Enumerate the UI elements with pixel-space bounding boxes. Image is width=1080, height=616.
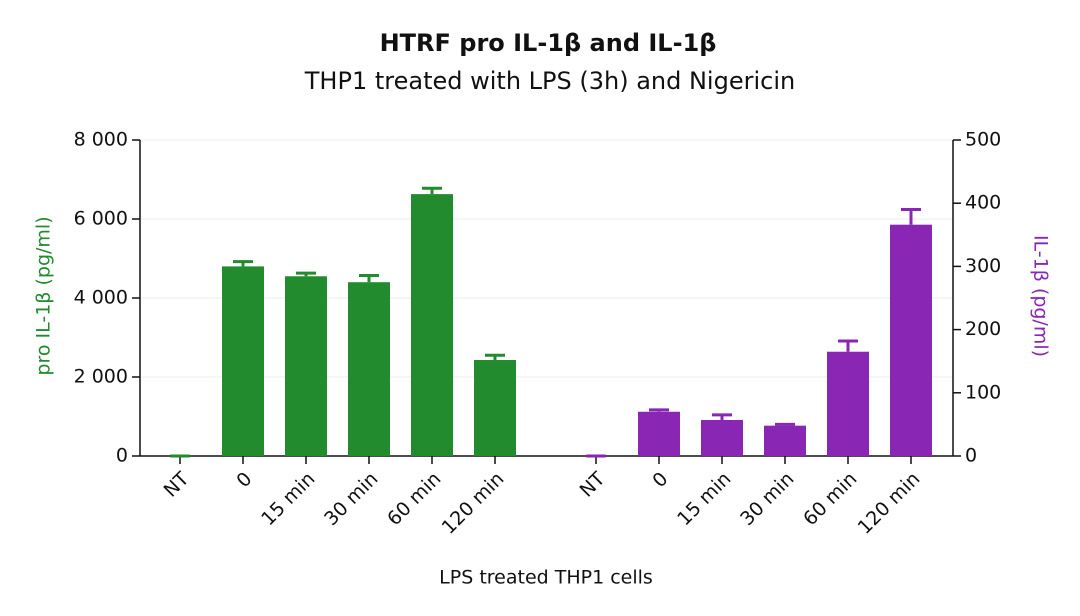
y2-axis-title: IL-1β (pg/ml) xyxy=(1030,235,1052,357)
x-tick-label: 0 xyxy=(648,468,672,492)
error-bar xyxy=(712,413,732,420)
bar xyxy=(764,425,806,456)
bar xyxy=(474,360,516,456)
x-tick-label: 15 min xyxy=(257,468,319,530)
error-bar xyxy=(422,186,442,195)
chart-subtitle: THP1 treated with LPS (3h) and Nigericin xyxy=(304,67,795,95)
x-tick-label: 0 xyxy=(232,468,256,492)
error-bar xyxy=(359,273,379,283)
x-tick-label: 60 min xyxy=(383,468,445,530)
bar xyxy=(222,266,264,456)
x-tick-label: 120 min xyxy=(438,468,509,539)
x-tick-label: NT xyxy=(160,468,194,502)
bar xyxy=(701,419,743,456)
y2-tick-label: 500 xyxy=(965,129,1001,151)
bar xyxy=(827,351,869,456)
y2-tick-label: 0 xyxy=(965,445,977,467)
chart-title: HTRF pro IL-1β and IL-1β xyxy=(380,29,717,57)
bar xyxy=(638,411,680,456)
y-tick-label: 6 000 xyxy=(74,208,128,230)
x-tick-label: NT xyxy=(576,468,610,502)
x-tick-label: 30 min xyxy=(736,468,798,530)
bar xyxy=(890,224,932,456)
x-tick-label: 120 min xyxy=(854,468,925,539)
x-tick-label: 15 min xyxy=(673,468,735,530)
bar xyxy=(348,282,390,456)
error-bar xyxy=(296,271,316,277)
error-bar xyxy=(233,260,253,267)
bar xyxy=(285,276,327,456)
error-bar xyxy=(901,208,921,225)
x-tick-label: 30 min xyxy=(320,468,382,530)
x-tick-label: 60 min xyxy=(799,468,861,530)
y2-tick-label: 300 xyxy=(965,255,1001,277)
y-axis-title: pro IL-1β (pg/ml) xyxy=(33,216,55,375)
y-tick-label: 4 000 xyxy=(74,287,128,309)
y-tick-label: 0 xyxy=(116,445,128,467)
error-bar xyxy=(775,422,795,426)
y2-tick-label: 100 xyxy=(965,381,1001,403)
x-axis-title: LPS treated THP1 cells xyxy=(439,567,653,589)
y2-tick-label: 400 xyxy=(965,192,1001,214)
y2-tick-label: 200 xyxy=(965,318,1001,340)
y-tick-label: 8 000 xyxy=(74,129,128,151)
bar xyxy=(411,194,453,457)
error-bar xyxy=(838,339,858,352)
y-tick-label: 2 000 xyxy=(74,366,128,388)
error-bar xyxy=(649,408,669,412)
error-bar xyxy=(485,353,505,361)
